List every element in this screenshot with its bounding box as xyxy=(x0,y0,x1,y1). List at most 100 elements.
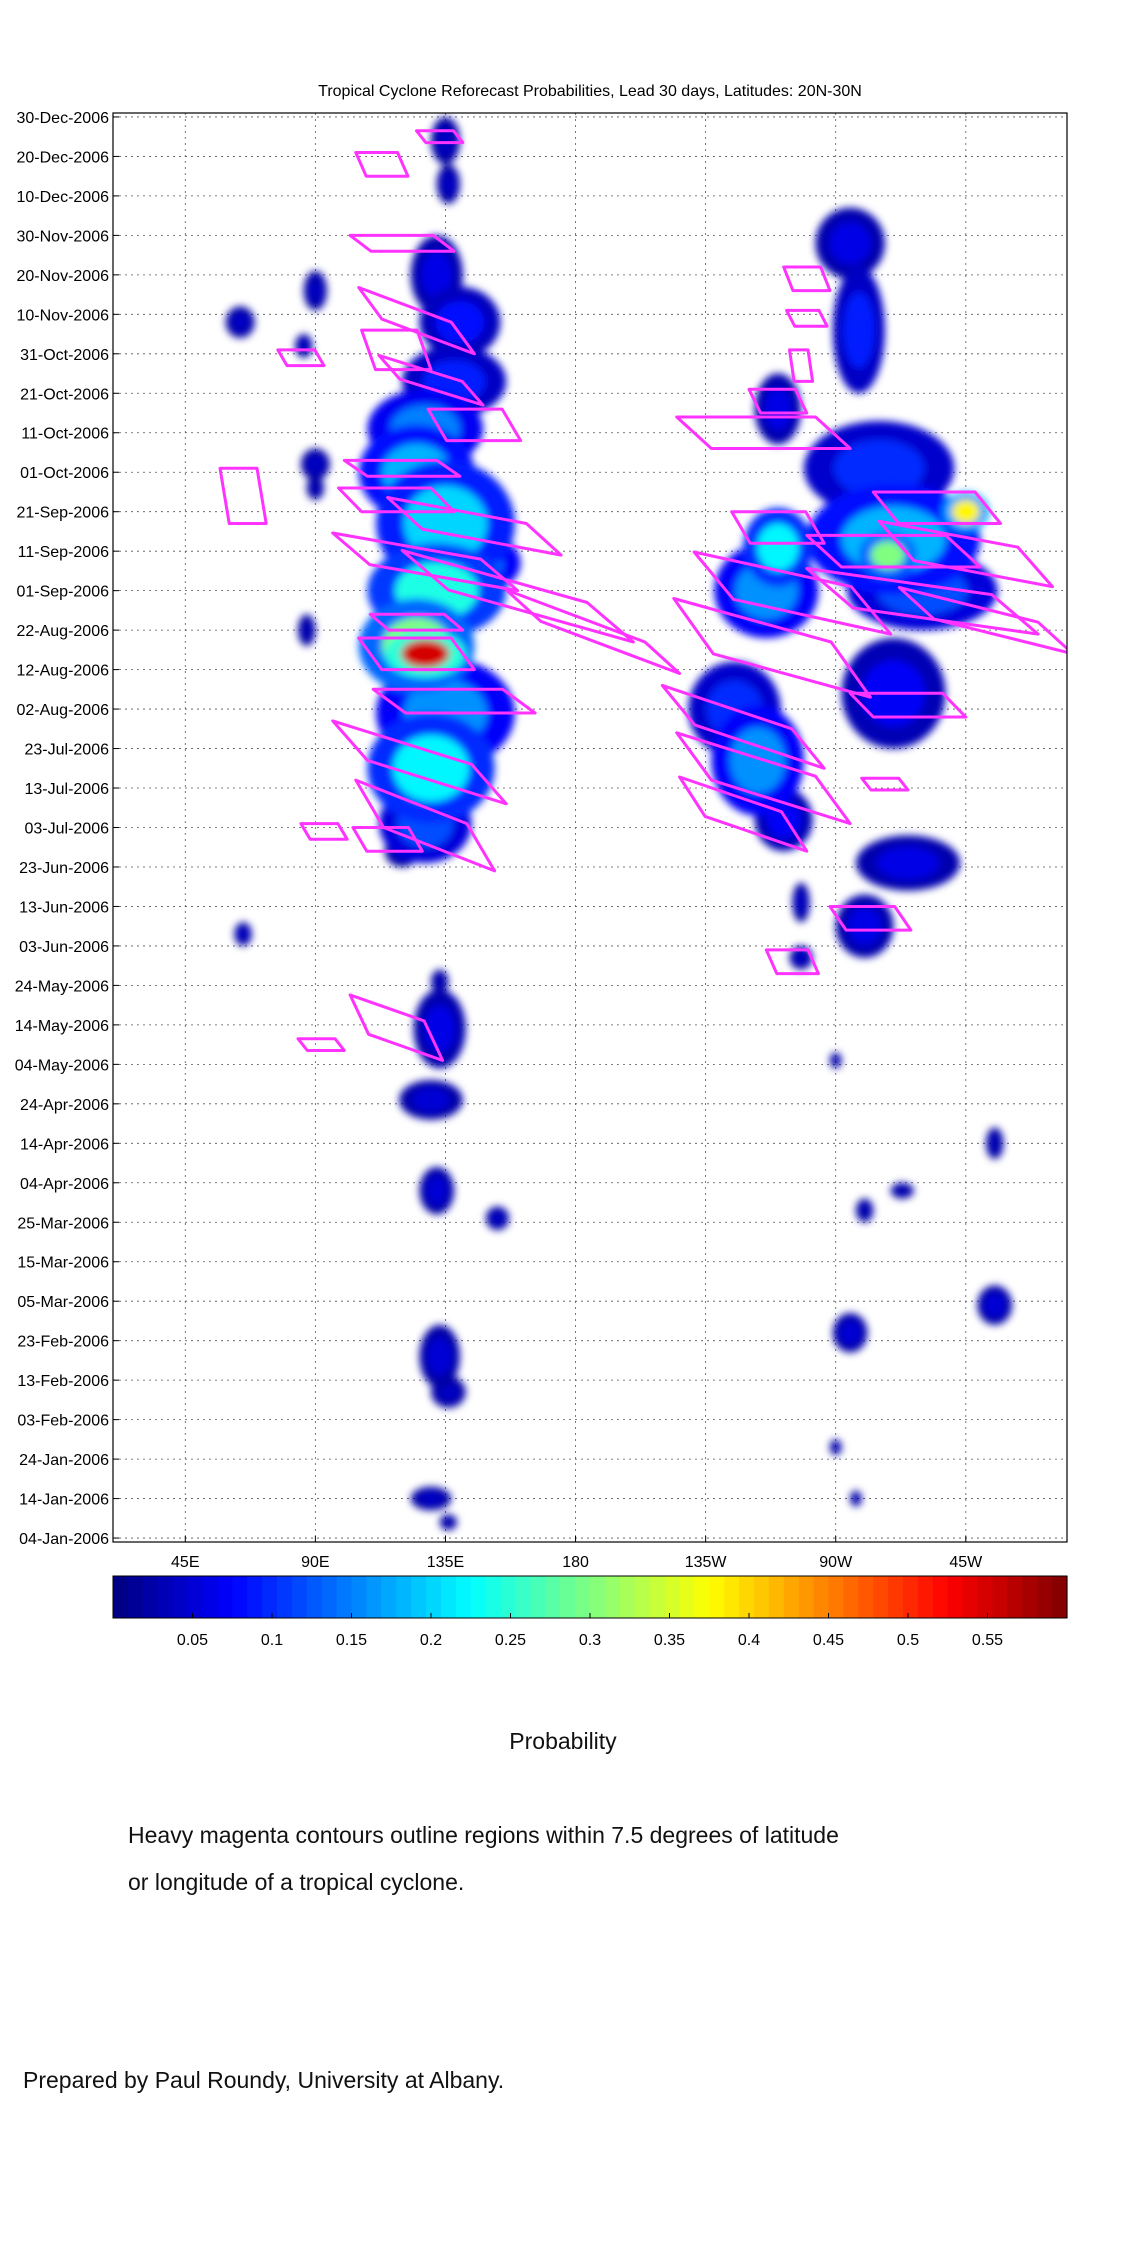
y-tick-label: 11-Sep-2006 xyxy=(18,544,109,561)
tc-contour xyxy=(348,993,445,1062)
probability-blob xyxy=(237,926,249,942)
credit-line: Prepared by Paul Roundy, University at A… xyxy=(23,2067,505,2093)
colorbar-segment xyxy=(753,1576,770,1618)
colorbar-segment xyxy=(262,1576,278,1618)
y-tick-label: 23-Feb-2006 xyxy=(17,1334,109,1351)
colorbar-segment xyxy=(187,1576,204,1618)
tc-contour xyxy=(331,719,508,806)
probability-blob xyxy=(832,1055,840,1066)
colorbar-segment xyxy=(649,1576,666,1618)
caption: Heavy magenta contours outline regions w… xyxy=(128,1812,1028,1906)
colorbar-segment xyxy=(783,1576,800,1618)
colorbar-tick-label: 0.2 xyxy=(420,1632,442,1649)
tc-contour xyxy=(218,466,268,525)
colorbar-segment xyxy=(426,1576,442,1618)
probability-blob xyxy=(989,1133,1000,1153)
x-tick-label: 135E xyxy=(427,1554,464,1571)
y-tick-label: 21-Oct-2006 xyxy=(20,386,109,403)
tc-contour xyxy=(504,588,682,675)
tc-contour xyxy=(426,407,523,443)
colorbar-segment xyxy=(947,1576,964,1618)
colorbar-segment xyxy=(545,1576,561,1618)
y-tick-label: 03-Jul-2006 xyxy=(25,821,110,838)
y-tick-label: 25-Mar-2006 xyxy=(17,1215,109,1232)
y-tick-label: 13-Feb-2006 xyxy=(17,1373,109,1390)
y-tick-label: 30-Nov-2006 xyxy=(17,228,110,245)
tc-contour xyxy=(415,129,465,145)
colorbar-segment xyxy=(440,1576,457,1618)
probability-blob xyxy=(876,846,940,880)
colorbar-segment xyxy=(202,1576,218,1618)
colorbar-tick-label: 0.5 xyxy=(897,1632,919,1649)
y-tick-label: 14-Jan-2006 xyxy=(19,1492,109,1509)
y-tick-label: 24-May-2006 xyxy=(15,978,109,995)
colorbar-segment xyxy=(739,1576,755,1618)
colorbar-segment xyxy=(903,1576,919,1618)
probability-blob xyxy=(729,727,786,794)
probability-blob xyxy=(308,278,323,303)
colorbar-segment xyxy=(142,1576,159,1618)
probability-blob xyxy=(764,387,792,431)
tc-contour xyxy=(785,308,829,328)
colorbar-segment xyxy=(590,1576,606,1618)
tc-contour xyxy=(730,510,826,545)
colorbar-tick-label: 0.25 xyxy=(495,1632,526,1649)
colorbar-segment xyxy=(530,1576,546,1618)
x-tick-label: 45E xyxy=(171,1554,199,1571)
colorbar-tick-label: 0.05 xyxy=(177,1632,208,1649)
caption-line-2: or longitude of a tropical cyclone. xyxy=(128,1869,465,1895)
colorbar-segment xyxy=(575,1576,591,1618)
tc-contour xyxy=(848,691,968,719)
colorbar-segment xyxy=(1052,1576,1068,1618)
probability-blob xyxy=(832,1442,840,1452)
tc-contour xyxy=(386,496,563,557)
tc-contour xyxy=(400,548,635,644)
colorbar-tick-label: 0.1 xyxy=(261,1632,283,1649)
probability-blob xyxy=(411,1088,451,1112)
tc-contour xyxy=(331,531,520,593)
colorbar-segment xyxy=(396,1576,412,1618)
probability-blob xyxy=(794,950,808,965)
probability-blob xyxy=(301,620,312,640)
y-tick-label: 31-Oct-2006 xyxy=(20,347,109,364)
y-tick-label: 14-May-2006 xyxy=(15,1018,109,1035)
colorbar: 0.05 0.1 0.15 0.2 0.25 0.3 0.35 0.4 0.45 0.5 0.55 xyxy=(112,1575,1068,1649)
colorbar-segment xyxy=(1037,1576,1053,1618)
colorbar-segment xyxy=(306,1576,323,1618)
colorbar-segment xyxy=(962,1576,979,1618)
colorbar-segment xyxy=(232,1576,248,1618)
y-tick-label: 04-Apr-2006 xyxy=(20,1176,109,1193)
colorbar-segment xyxy=(724,1576,740,1618)
tc-contour xyxy=(354,151,410,178)
chart-title: Tropical Cyclone Reforecast Probabilitie… xyxy=(318,83,862,100)
tc-contour xyxy=(377,353,485,407)
probability-blob xyxy=(795,890,807,915)
tc-contour xyxy=(747,387,809,415)
y-tick-label: 23-Jun-2006 xyxy=(19,860,109,877)
tc-contour xyxy=(371,687,537,715)
tc-contour xyxy=(678,775,809,853)
colorbar-segment xyxy=(813,1576,830,1618)
tc-contour xyxy=(805,567,1040,636)
y-tick-label: 22-Aug-2006 xyxy=(16,623,109,640)
colorbar-segment xyxy=(843,1576,859,1618)
x-tick-label: 135W xyxy=(685,1554,728,1571)
tc-contour xyxy=(828,905,913,932)
colorbar-segment xyxy=(217,1576,233,1618)
probability-blob xyxy=(392,735,470,802)
y-tick-label: 13-Jun-2006 xyxy=(19,899,109,916)
colorbar-segment xyxy=(321,1576,338,1618)
tc-contour xyxy=(897,586,1067,654)
probability-blob xyxy=(895,1185,910,1196)
colorbar-segment xyxy=(411,1576,427,1618)
probability-blob xyxy=(839,1320,861,1345)
probability-blob xyxy=(847,907,882,946)
colorbar-segment xyxy=(336,1576,353,1618)
y-tick-label: 15-Mar-2006 xyxy=(17,1255,109,1272)
probability-blob xyxy=(421,251,453,299)
colorbar-label: Probability xyxy=(509,1728,617,1754)
tc-contour xyxy=(860,776,910,792)
x-tick-label: 90W xyxy=(819,1554,853,1571)
colorbar-segment xyxy=(276,1576,293,1618)
y-tick-label: 03-Jun-2006 xyxy=(19,939,109,956)
